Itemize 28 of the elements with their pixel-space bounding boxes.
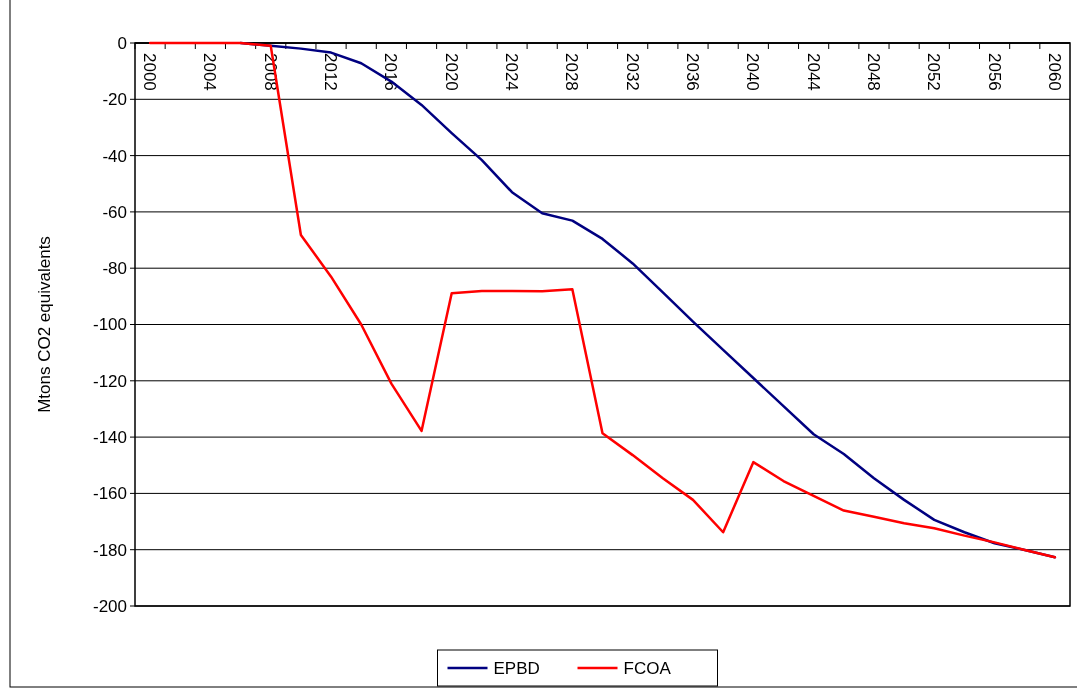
x-tick-label: 2040 <box>743 53 763 91</box>
y-tick-label: -20 <box>102 90 127 110</box>
x-tick-label: 2000 <box>140 53 160 91</box>
x-tick-label: 2048 <box>864 53 883 91</box>
x-tick-label: 2012 <box>321 53 341 91</box>
y-tick-label: -120 <box>92 371 127 391</box>
x-tick-label: 2020 <box>441 53 461 91</box>
x-tick-label: 2052 <box>924 53 944 91</box>
x-tick-label: 2004 <box>200 53 220 91</box>
x-tick-label: 2032 <box>622 53 642 91</box>
x-tick-label: 2036 <box>683 53 703 91</box>
legend-label: FCOA <box>623 658 672 678</box>
x-tick-label: 2056 <box>984 53 1004 91</box>
y-tick-label: -160 <box>92 484 127 504</box>
x-tick-label: 2044 <box>803 53 823 91</box>
y-tick-label: -80 <box>102 259 127 279</box>
y-tick-label: -40 <box>102 146 127 166</box>
x-tick-label: 2024 <box>502 53 522 91</box>
y-tick-label: -100 <box>92 315 127 335</box>
x-tick-label: 2060 <box>1044 53 1064 91</box>
y-tick-label: -180 <box>92 540 127 560</box>
x-tick-label: 2028 <box>562 53 582 91</box>
y-tick-label: -60 <box>102 202 127 222</box>
legend-label: EPBD <box>493 658 540 678</box>
y-tick-label: -140 <box>92 428 127 448</box>
y-tick-label: 0 <box>117 33 127 53</box>
y-axis-title: Mtons CO2 equivalents <box>35 236 54 413</box>
y-tick-label: -200 <box>92 596 127 616</box>
